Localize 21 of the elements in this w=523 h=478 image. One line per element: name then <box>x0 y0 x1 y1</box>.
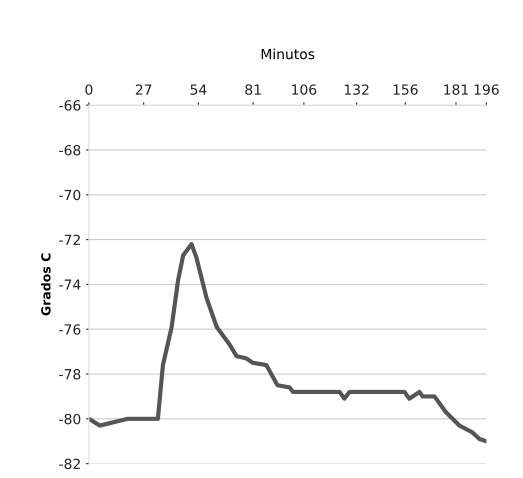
x-tick-label: 181 <box>444 84 468 95</box>
x-tick-label: 196 <box>474 84 499 95</box>
x-tick-label: 132 <box>344 84 368 95</box>
y-tick-label: -78 <box>59 369 80 380</box>
x-tick-label: 81 <box>245 84 261 95</box>
y-tick-label: -76 <box>59 324 80 335</box>
x-tick-label: 0 <box>85 84 92 95</box>
y-tick-label: -80 <box>59 414 80 424</box>
x-tick-label: 156 <box>394 84 418 95</box>
y-axis-title: Grados C <box>40 254 51 316</box>
x-tick-label: 106 <box>292 84 316 95</box>
x-axis-title: Minutos <box>262 48 314 60</box>
y-tick-label: -66 <box>59 100 80 111</box>
y-tick-label: -82 <box>59 458 80 470</box>
x-tick-label: 27 <box>136 84 152 95</box>
y-tick-label: -74 <box>59 280 80 290</box>
y-tick-label: -70 <box>59 190 80 200</box>
y-tick-label: -68 <box>59 144 80 156</box>
x-tick-label: 54 <box>190 84 206 95</box>
line-series <box>88 242 486 444</box>
y-tick-label: -72 <box>59 234 80 245</box>
